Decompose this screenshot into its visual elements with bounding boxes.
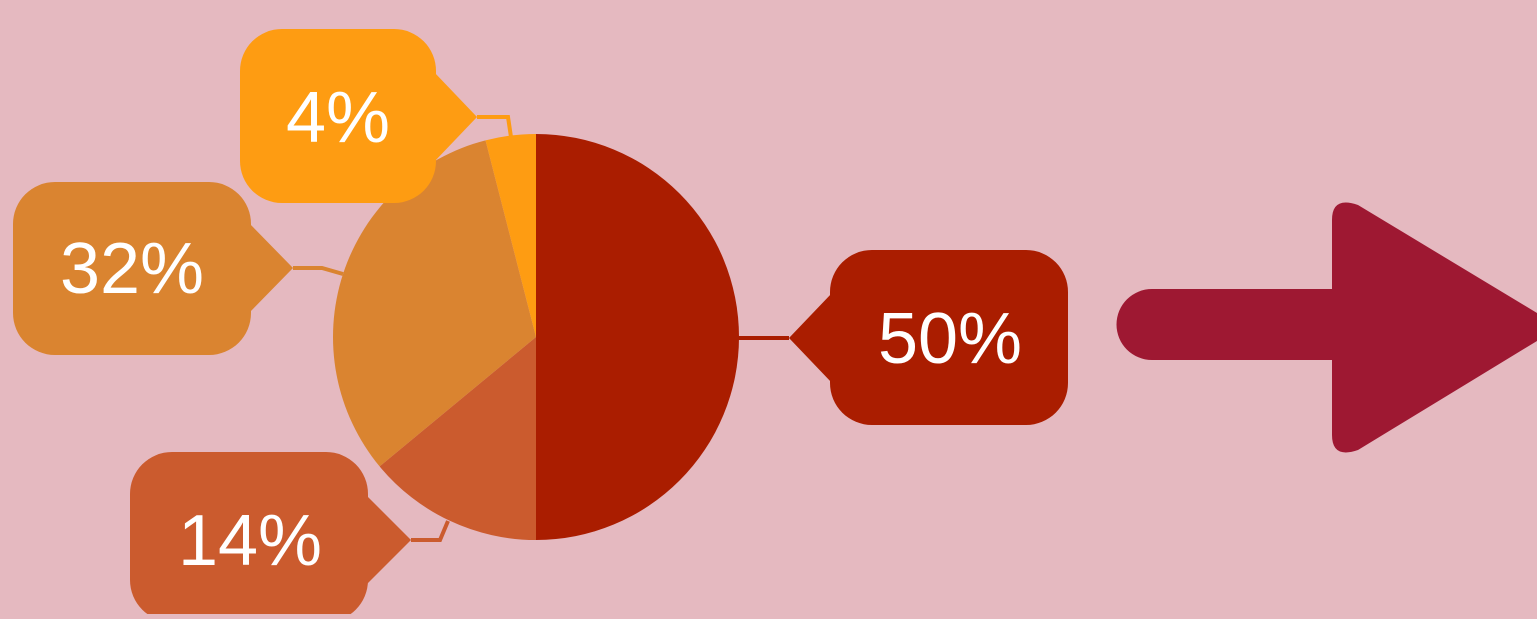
leader-line bbox=[411, 521, 448, 540]
leader-line bbox=[477, 117, 511, 137]
data-label-callout: 14% bbox=[130, 452, 411, 614]
callout-pointer bbox=[366, 495, 411, 585]
pie-slice bbox=[536, 134, 739, 540]
data-label-callout: 50% bbox=[789, 250, 1068, 425]
data-label: 32% bbox=[60, 229, 204, 309]
callout-pointer bbox=[789, 293, 832, 383]
data-label: 50% bbox=[878, 299, 1022, 379]
callout-pointer bbox=[249, 223, 293, 313]
data-label: 4% bbox=[286, 78, 390, 158]
data-label-callout: 32% bbox=[13, 182, 293, 355]
data-label: 14% bbox=[178, 501, 322, 581]
right-arrow-icon bbox=[1117, 203, 1537, 453]
leader-line bbox=[293, 268, 343, 274]
